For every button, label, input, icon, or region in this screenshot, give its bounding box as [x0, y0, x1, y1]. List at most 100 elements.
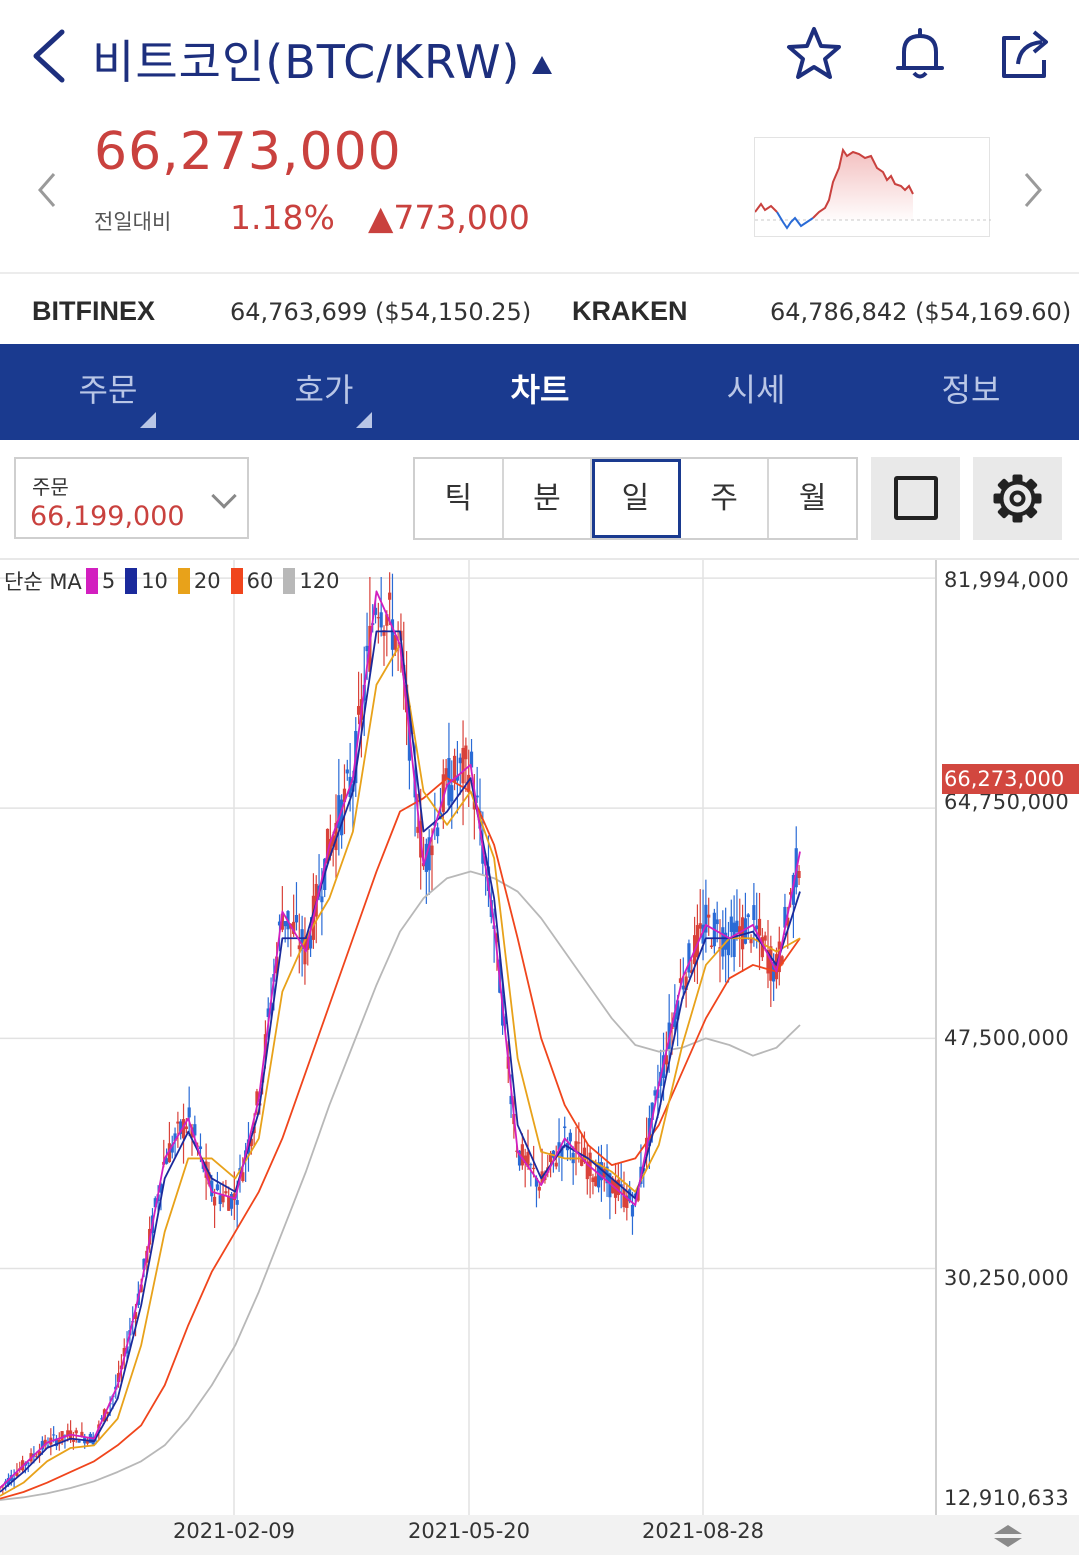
prev-chevron-icon[interactable] — [34, 170, 60, 210]
candle-body — [732, 922, 736, 957]
back-arrow-icon[interactable] — [28, 28, 72, 84]
candle-body — [684, 976, 688, 990]
candle-body — [204, 1161, 208, 1178]
candle-body — [210, 1180, 214, 1197]
candle-body — [743, 918, 748, 944]
share-icon[interactable] — [996, 24, 1056, 84]
candle-body — [430, 845, 434, 856]
candle-body — [704, 904, 708, 933]
period-week-button[interactable]: 주 — [681, 459, 770, 538]
candle-body — [345, 769, 349, 774]
exchange-prices-row: BITFINEX 64,763,699 ($54,150.25) KRAKEN … — [0, 272, 1079, 344]
candle-body — [630, 1205, 635, 1217]
candle-body — [342, 788, 347, 802]
candle-body — [232, 1193, 236, 1201]
tab-orderbook[interactable]: 호가 — [216, 344, 432, 440]
candle-body — [74, 1430, 78, 1434]
candle-body — [619, 1184, 623, 1187]
candle-body — [755, 925, 759, 930]
candle-body — [334, 822, 338, 851]
chevron-down-icon — [211, 483, 237, 509]
candle-body — [735, 920, 739, 932]
candle-body — [537, 1186, 541, 1191]
candle-body — [40, 1441, 44, 1450]
candle-body — [447, 758, 451, 806]
tab-order[interactable]: 주문 — [0, 344, 216, 440]
candle-body — [622, 1188, 626, 1208]
tab-label: 차트 — [510, 371, 570, 409]
candle-body — [452, 755, 457, 783]
candle-body — [509, 1095, 513, 1105]
candle-body — [783, 906, 787, 928]
candle-body — [740, 917, 745, 950]
candle-body — [455, 775, 460, 781]
candle-body — [170, 1144, 174, 1153]
candle-body — [676, 1000, 680, 1020]
chart-scroll-icon[interactable] — [992, 1523, 1024, 1549]
candle-body — [331, 835, 335, 847]
order-price-dropdown[interactable]: 주문 66,199,000 — [14, 457, 249, 539]
period-tick-button[interactable]: 틱 — [415, 459, 504, 538]
candle-body — [229, 1193, 234, 1209]
candle-body — [738, 926, 742, 935]
star-icon[interactable] — [784, 24, 844, 84]
y-tick-label: 81,994,000 — [944, 568, 1070, 592]
candle-body — [60, 1431, 64, 1441]
tab-label: 시세 — [726, 371, 786, 409]
candle-body — [444, 768, 448, 780]
ma20-swatch — [177, 568, 190, 594]
submenu-indicator-icon — [140, 412, 156, 428]
tab-info[interactable]: 정보 — [863, 344, 1079, 440]
ma120-label: 120 — [299, 569, 340, 593]
candle-body — [520, 1144, 524, 1166]
dropdown-caret-icon[interactable] — [532, 56, 552, 74]
candle-body — [241, 1172, 245, 1182]
candle-body — [695, 925, 700, 958]
candle-body — [551, 1150, 556, 1158]
candle-body — [715, 919, 719, 925]
candle-body — [385, 614, 389, 626]
fullscreen-button[interactable] — [871, 457, 960, 540]
period-day-button[interactable]: 일 — [592, 459, 681, 538]
exchange-name: BITFINEX — [32, 296, 156, 326]
tab-chart[interactable]: 차트 — [432, 344, 648, 440]
candle-body — [791, 874, 796, 905]
candle-body — [193, 1124, 197, 1136]
x-axis[interactable]: 2021-02-09 2021-05-20 2021-08-28 — [0, 1515, 1079, 1555]
candle-body — [529, 1164, 533, 1166]
candle-body — [608, 1173, 612, 1198]
page-title[interactable]: 비트코인(BTC/KRW) — [92, 35, 521, 89]
candle-body — [774, 954, 779, 980]
x-tick-label: 2021-02-09 — [172, 1519, 296, 1543]
candle-body — [780, 956, 784, 965]
order-label: 주문 — [32, 475, 69, 499]
candle-body — [580, 1157, 584, 1166]
candle-body — [176, 1121, 180, 1124]
candle-body — [673, 1012, 677, 1027]
tab-market-price[interactable]: 시세 — [648, 344, 864, 440]
gear-icon — [993, 474, 1042, 523]
settings-button[interactable] — [973, 457, 1062, 540]
candle-body — [763, 935, 767, 941]
candle-body — [475, 795, 479, 798]
period-minute-button[interactable]: 분 — [504, 459, 593, 538]
candle-body — [757, 918, 762, 936]
chart-canvas[interactable] — [0, 560, 1079, 1515]
candle-body — [766, 950, 770, 974]
sparkline-chart[interactable] — [754, 137, 991, 237]
next-chevron-icon[interactable] — [1020, 170, 1046, 210]
candle-body — [591, 1177, 595, 1183]
price-chart[interactable]: 단순 MA 5 10 20 60 120 81,994,000 64,750,0… — [0, 558, 1079, 1555]
period-month-button[interactable]: 월 — [798, 481, 827, 516]
y-tick-label: 47,500,000 — [944, 1026, 1070, 1050]
period-selector: 틱 분 일 주 월 — [413, 457, 858, 540]
candle-body — [100, 1418, 104, 1420]
y-tick-label: 12,910,633 — [944, 1486, 1070, 1510]
candle-body — [43, 1439, 47, 1446]
tab-label: 정보 — [941, 371, 1001, 409]
candle-body — [709, 945, 714, 948]
bell-icon[interactable] — [890, 24, 950, 84]
candle-body — [472, 801, 476, 810]
candle-body — [416, 826, 420, 833]
candle-body — [557, 1142, 561, 1150]
